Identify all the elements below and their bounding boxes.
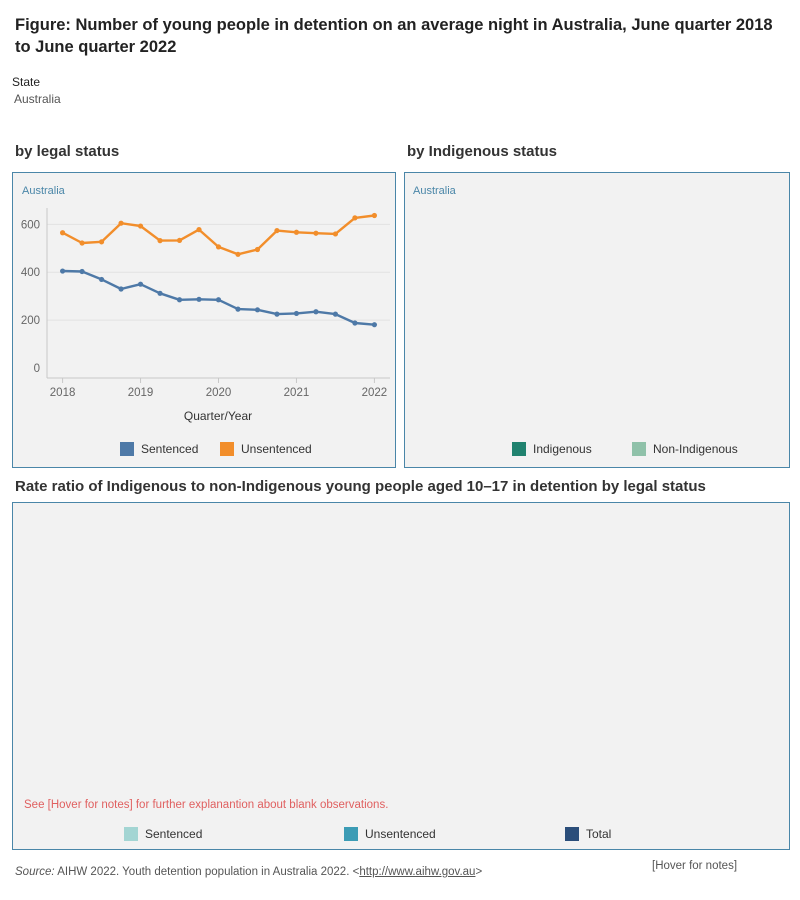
legal-data-point: [176, 237, 183, 244]
legend-label-ratio-unsentenced: Unsentenced: [365, 827, 436, 841]
source-end: >: [475, 866, 483, 878]
legal-data-point: [235, 251, 241, 257]
legal-data-point: [371, 322, 378, 328]
legend-item-indigenous[interactable]: Indigenous: [512, 442, 592, 456]
legend-label-non-indigenous: Non-Indigenous: [653, 442, 738, 456]
legend-item-sentenced[interactable]: Sentenced: [120, 442, 198, 456]
legal-data-point: [137, 281, 144, 287]
legend-label-indigenous: Indigenous: [533, 442, 592, 456]
legal-data-point: [59, 230, 66, 236]
legal-y-tick-label: 200: [21, 315, 40, 327]
legal-data-point: [274, 227, 280, 234]
indig-panel-label: Australia: [413, 185, 456, 197]
rate-ratio-title: Rate ratio of Indigenous to non-Indigeno…: [15, 478, 706, 495]
legal-x-tick-label: 2021: [284, 387, 310, 399]
legal-y-tick-label: 0: [34, 363, 40, 375]
legal-data-point: [332, 311, 339, 317]
legend-item-ratio-unsentenced[interactable]: Unsentenced: [344, 827, 436, 841]
legal-data-point: [157, 238, 163, 244]
legal-data-point: [274, 311, 280, 317]
legal-x-tick-label: 2019: [128, 387, 154, 399]
source-label: Source:: [15, 866, 55, 878]
legal-x-tick-label: 2022: [362, 387, 388, 399]
legend-item-unsentenced[interactable]: Unsentenced: [220, 442, 312, 456]
legal-data-point: [313, 309, 319, 315]
legal-data-point: [254, 307, 261, 313]
legal-data-point: [332, 231, 339, 237]
legend-label-unsentenced: Unsentenced: [241, 442, 312, 456]
legend-label-sentenced: Sentenced: [141, 442, 199, 456]
legal-data-point: [254, 246, 261, 253]
legal-data-point: [118, 286, 124, 292]
legal-panel-label: Australia: [22, 185, 65, 197]
legal-data-point: [293, 310, 300, 317]
legend-item-non-indigenous[interactable]: Non-Indigenous: [632, 442, 738, 456]
legend-swatch-ratio-total: [565, 827, 579, 841]
hover-for-notes[interactable]: [Hover for notes]: [652, 860, 738, 872]
legal-data-point: [352, 320, 358, 326]
legal-data-point: [59, 268, 66, 274]
legal-data-point: [235, 306, 241, 312]
legal-data-point: [118, 220, 124, 226]
legal-data-point: [79, 240, 85, 246]
legend-item-ratio-sentenced[interactable]: Sentenced: [124, 827, 202, 841]
legal-data-point: [371, 212, 378, 219]
legend-item-ratio-total[interactable]: Total: [565, 827, 611, 841]
legal-data-point: [352, 215, 358, 221]
legend-swatch-sentenced: [120, 442, 134, 456]
figure-title: Figure: Number of young people in detent…: [15, 16, 773, 56]
legal-data-point: [215, 244, 222, 250]
legal-x-tick-label: 2018: [50, 387, 76, 399]
legal-x-axis-title: Quarter/Year: [184, 409, 252, 423]
legend-swatch-indigenous: [512, 442, 526, 456]
legal-y-tick-label: 400: [21, 267, 40, 279]
source-link[interactable]: http://www.aihw.gov.au: [359, 866, 476, 878]
indigenous-status-title: by Indigenous status: [407, 143, 558, 160]
state-filter-value[interactable]: Australia: [14, 92, 61, 106]
blank-observations-note: See [Hover for notes] for further explan…: [24, 799, 389, 811]
legal-x-tick-label: 2020: [206, 387, 232, 399]
legend-swatch-unsentenced: [220, 442, 234, 456]
legend-swatch-ratio-sentenced: [124, 827, 138, 841]
legend-label-ratio-sentenced: Sentenced: [145, 827, 203, 841]
indigenous-status-panel: Australia: [404, 172, 790, 468]
legend-swatch-ratio-unsentenced: [344, 827, 358, 841]
source-line: Source: AIHW 2022. Youth detention popul…: [15, 866, 482, 878]
legal-data-point: [79, 268, 85, 275]
legend-swatch-non-indigenous: [632, 442, 646, 456]
legal-data-point: [196, 296, 202, 302]
rate-ratio-panel: [12, 502, 790, 850]
legal-data-point: [293, 229, 300, 235]
legal-data-point: [98, 239, 105, 245]
legal-data-point: [137, 223, 144, 229]
legal-data-point: [98, 276, 105, 283]
legal-data-point: [196, 227, 202, 233]
state-filter-label: State: [12, 75, 41, 89]
source-text: AIHW 2022. Youth detention population in…: [54, 866, 360, 878]
legal-data-point: [176, 297, 183, 303]
legal-data-point: [313, 230, 319, 236]
legend-label-ratio-total: Total: [586, 827, 612, 841]
legal-y-tick-label: 600: [21, 219, 40, 231]
legal-data-point: [215, 297, 222, 303]
legal-status-title: by legal status: [15, 143, 120, 160]
legal-data-point: [157, 290, 163, 296]
